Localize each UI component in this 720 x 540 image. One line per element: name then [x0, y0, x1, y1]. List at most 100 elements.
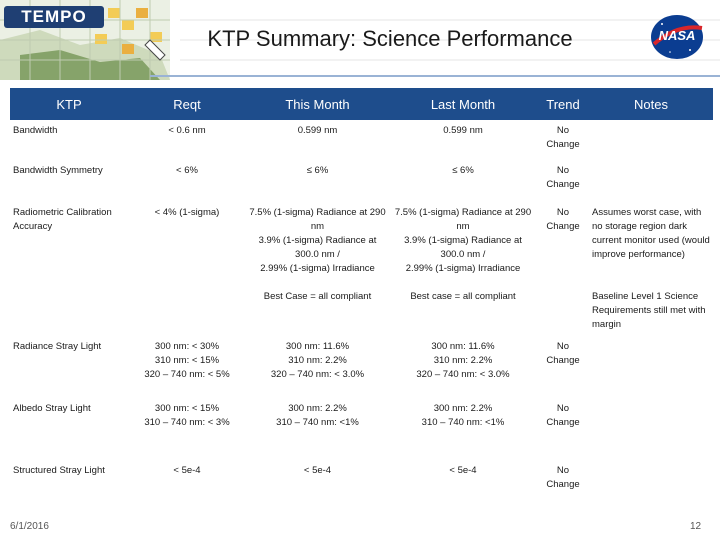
- cell-line: 310 – 740 nm: <1%: [276, 417, 359, 428]
- cell-line: 310 – 740 nm: <1%: [421, 417, 505, 428]
- cell-reqt: [128, 286, 246, 336]
- cell-line: 0.599 nm: [297, 125, 338, 136]
- cell-line: 300 nm: < 15%: [154, 403, 220, 414]
- cell-notes: [589, 120, 713, 160]
- cell-trend: No Change: [537, 120, 589, 160]
- cell-reqt: < 4% (1-sigma): [154, 207, 220, 218]
- cell-this-month: ≤ 6%: [246, 160, 389, 202]
- cell-line: 300 nm: 11.6%: [285, 341, 350, 352]
- column-header-reqt: Reqt: [128, 88, 246, 120]
- cell-line: No: [556, 403, 570, 414]
- cell-reqt: < 0.6 nm: [168, 125, 206, 136]
- table-row: Radiometric Calibration Accuracy < 4% (1…: [10, 202, 713, 286]
- cell-line: Change: [546, 355, 580, 366]
- map-grid-graphic: [0, 0, 720, 80]
- cell-notes: Baseline Level 1 Science Requirements st…: [592, 291, 706, 330]
- cell-line: No: [556, 341, 570, 352]
- cell-ktp: Bandwidth: [13, 125, 58, 136]
- cell-line: 320 – 740 nm: < 3.0%: [416, 369, 510, 380]
- tempo-logo: TEMPO: [4, 6, 104, 28]
- cell-notes: [589, 398, 713, 460]
- cell-line: No: [556, 165, 570, 176]
- cell-this-month: Best Case = all compliant: [246, 286, 389, 336]
- table-header-row: KTP Reqt This Month Last Month Trend Not…: [10, 88, 713, 120]
- cell-reqt: < 5e-4: [173, 465, 201, 476]
- cell-ktp: Albedo Stray Light: [13, 403, 91, 414]
- cell-last-month: < 5e-4: [389, 460, 537, 516]
- cell-line: 7.5% (1-sigma) Radiance at 290 nm: [249, 207, 386, 232]
- cell-last-month: 7.5% (1-sigma) Radiance at 290 nm 3.9% (…: [389, 202, 537, 286]
- cell-line: < 5e-4: [303, 465, 332, 476]
- cell-line: Change: [546, 179, 580, 190]
- header-banner: TEMPO NASA KTP Summary: Science Performa…: [0, 0, 720, 80]
- cell-notes: Assumes worst case, with no storage regi…: [592, 207, 710, 260]
- table-row: Bandwidth Symmetry < 6% ≤ 6% ≤ 6% No Cha…: [10, 160, 713, 202]
- table-row: Radiance Stray Light 300 nm: < 30% 310 n…: [10, 336, 713, 398]
- cell-last-month: ≤ 6%: [389, 160, 537, 202]
- cell-last-month: 300 nm: 11.6% 310 nm: 2.2% 320 – 740 nm:…: [389, 336, 537, 398]
- cell-line: 310 nm: 2.2%: [288, 355, 347, 366]
- column-header-this-month: This Month: [246, 88, 389, 120]
- cell-line: 7.5% (1-sigma) Radiance at 290 nm: [394, 207, 532, 232]
- cell-this-month: 300 nm: 11.6% 310 nm: 2.2% 320 – 740 nm:…: [246, 336, 389, 398]
- cell-ktp: Radiance Stray Light: [13, 341, 102, 352]
- cell-reqt: 300 nm: < 15% 310 – 740 nm: < 3%: [128, 398, 246, 460]
- cell-line: No: [556, 207, 570, 218]
- cell-ktp: [10, 286, 128, 336]
- column-header-trend: Trend: [537, 88, 589, 120]
- page-number: 12: [690, 521, 702, 532]
- cell-line: 3.9% (1-sigma) Radiance at 300.0 nm /: [404, 235, 522, 260]
- cell-ktp: Radiometric Calibration Accuracy: [13, 207, 112, 232]
- table-row: Structured Stray Light < 5e-4 < 5e-4 < 5…: [10, 460, 713, 516]
- cell-line: 310 nm: < 15%: [154, 355, 220, 366]
- nasa-logo-icon: [651, 15, 703, 59]
- table-row: Albedo Stray Light 300 nm: < 15% 310 – 7…: [10, 398, 713, 460]
- cell-this-month: < 5e-4: [246, 460, 389, 516]
- cell-line: 320 – 740 nm: < 5%: [144, 369, 230, 380]
- cell-line: Change: [546, 139, 580, 150]
- cell-trend: [537, 286, 589, 336]
- column-header-last-month: Last Month: [389, 88, 537, 120]
- cell-last-month: Best case = all compliant: [389, 286, 537, 336]
- cell-this-month: 300 nm: 2.2% 310 – 740 nm: <1%: [246, 398, 389, 460]
- cell-ktp: Bandwidth Symmetry: [13, 165, 103, 176]
- cell-line: 300 nm: 2.2%: [288, 403, 347, 414]
- cell-line: No: [556, 465, 570, 476]
- column-header-ktp: KTP: [10, 88, 128, 120]
- cell-line: ≤ 6%: [452, 165, 474, 176]
- cell-line: 300 nm: 11.6%: [431, 341, 495, 352]
- slide-title: KTP Summary: Science Performance: [207, 26, 573, 51]
- cell-line: < 5e-4: [449, 465, 477, 476]
- cell-line: Change: [546, 221, 580, 232]
- table-row: Best Case = all compliant Best case = al…: [10, 286, 713, 336]
- cell-last-month: 0.599 nm: [389, 120, 537, 160]
- cell-reqt: 300 nm: < 30% 310 nm: < 15% 320 – 740 nm…: [128, 336, 246, 398]
- cell-line: 310 nm: 2.2%: [433, 355, 493, 366]
- cell-ktp: Structured Stray Light: [13, 465, 105, 476]
- cell-line: 300 nm: 2.2%: [433, 403, 493, 414]
- slide-date: 6/1/2016: [10, 521, 49, 532]
- cell-line: 3.9% (1-sigma) Radiance at 300.0 nm /: [258, 235, 377, 260]
- cell-line: 2.99% (1-sigma) Irradiance: [405, 263, 521, 274]
- cell-notes: [589, 160, 713, 202]
- cell-line: Change: [546, 417, 580, 428]
- cell-line: Best case = all compliant: [410, 291, 516, 302]
- cell-line: 0.599 nm: [443, 125, 483, 136]
- cell-line: Best Case = all compliant: [263, 291, 372, 302]
- cell-trend: No Change: [537, 336, 589, 398]
- cell-line: 300 nm: < 30%: [154, 341, 220, 352]
- cell-line: 2.99% (1-sigma) Irradiance: [260, 263, 375, 274]
- cell-line: 320 – 740 nm: < 3.0%: [270, 369, 365, 380]
- cell-trend: No Change: [537, 460, 589, 516]
- cell-line: ≤ 6%: [306, 165, 329, 176]
- column-header-notes: Notes: [589, 88, 713, 120]
- cell-trend: No Change: [537, 398, 589, 460]
- cell-line: 310 – 740 nm: < 3%: [144, 417, 230, 428]
- cell-reqt: < 6%: [176, 165, 198, 176]
- cell-line: Change: [546, 479, 580, 490]
- cell-notes: [589, 336, 713, 398]
- ktp-summary-table: KTP Reqt This Month Last Month Trend Not…: [10, 88, 713, 516]
- cell-trend: No Change: [537, 160, 589, 202]
- cell-this-month: 0.599 nm: [246, 120, 389, 160]
- cell-last-month: 300 nm: 2.2% 310 – 740 nm: <1%: [389, 398, 537, 460]
